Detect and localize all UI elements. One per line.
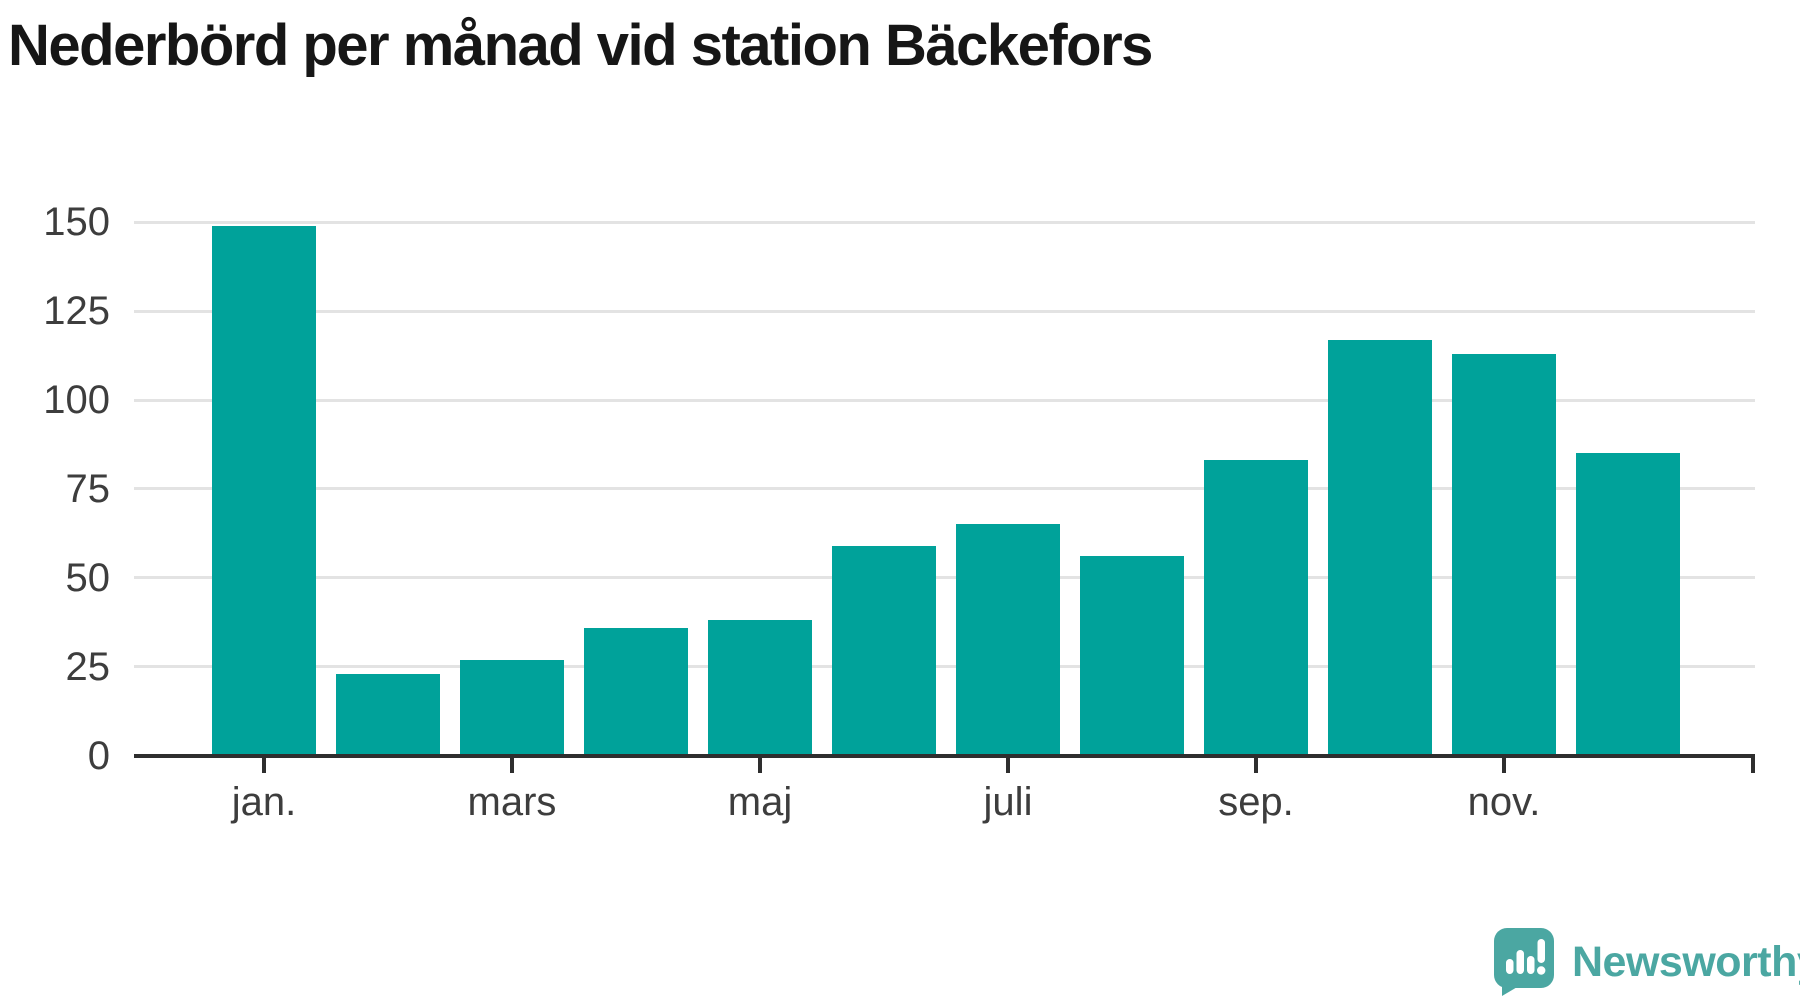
chart-title: Nederbörd per månad vid station Bäckefor… — [8, 13, 1153, 78]
bar-sep. — [1204, 460, 1308, 756]
x-tick-label: sep. — [1218, 779, 1294, 824]
x-tick — [1254, 757, 1258, 773]
gridline-y-125 — [134, 309, 1755, 313]
gridline-y-50 — [134, 576, 1755, 580]
x-axis-end-tick — [1751, 757, 1755, 773]
x-tick-label: mars — [467, 779, 557, 824]
y-tick-label: 125 — [43, 289, 110, 334]
gridline-y-75 — [134, 487, 1755, 491]
x-tick — [758, 757, 762, 773]
x-tick-label: nov. — [1467, 779, 1541, 824]
x-axis-line — [134, 753, 1755, 758]
y-tick-label: 100 — [43, 378, 110, 422]
x-tick-label: jan. — [231, 779, 297, 824]
bar-jan. — [212, 225, 316, 756]
x-tick — [1502, 757, 1506, 773]
y-tick-label: 0 — [87, 733, 110, 778]
newsworthy-logo-icon — [1494, 928, 1554, 996]
bar-mars — [460, 659, 564, 756]
brand-footer: Newsworthy — [1492, 926, 1800, 998]
x-tick — [510, 757, 514, 773]
bar-maj — [708, 620, 812, 756]
bar-juni — [832, 545, 936, 756]
bar-aug. — [1080, 556, 1184, 756]
bar-apr. — [584, 627, 688, 756]
gridline-y-100 — [134, 398, 1755, 402]
y-tick-label: 50 — [65, 555, 111, 600]
y-tick-label: 25 — [65, 644, 111, 689]
bar-nov. — [1452, 353, 1556, 756]
bar-feb. — [336, 673, 440, 756]
y-tick-label: 75 — [65, 466, 111, 511]
y-tick-label: 150 — [43, 200, 110, 245]
x-tick — [262, 757, 266, 773]
bar-dec. — [1576, 453, 1680, 756]
gridline-y-25 — [134, 665, 1755, 669]
x-tick-label: juli — [983, 779, 1033, 824]
bar-juli — [956, 524, 1060, 756]
x-tick-label: maj — [727, 779, 793, 824]
brand-name: Newsworthy — [1572, 937, 1800, 986]
x-tick — [1006, 757, 1010, 773]
gridline-y-150 — [134, 220, 1755, 224]
bar-okt. — [1328, 339, 1432, 756]
